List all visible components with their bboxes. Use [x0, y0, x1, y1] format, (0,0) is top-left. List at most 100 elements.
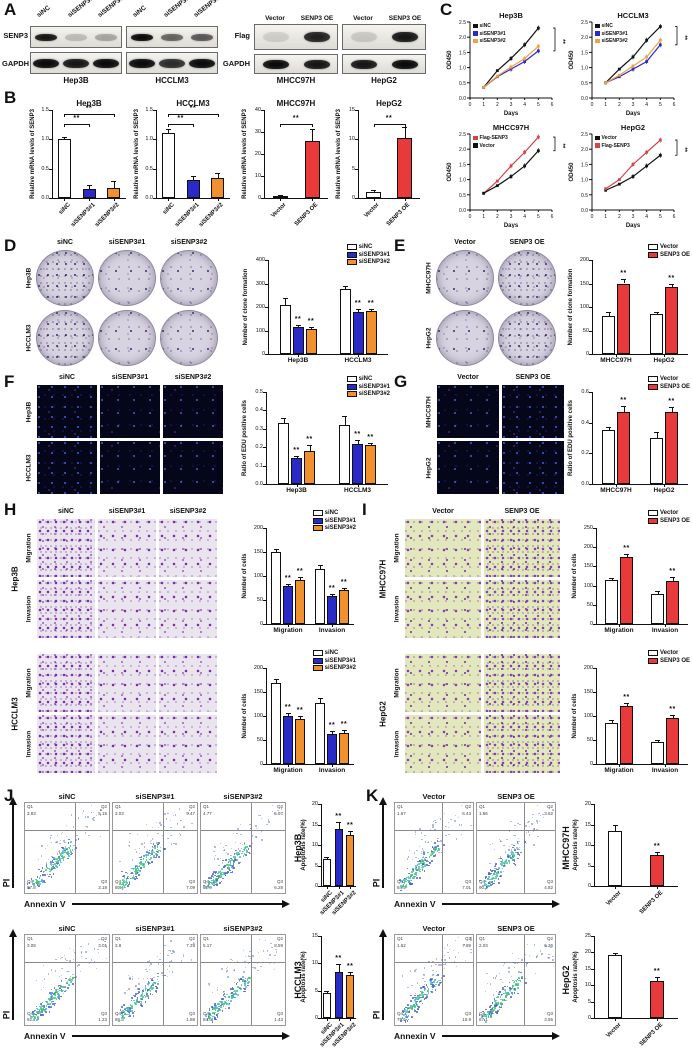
scatter-dot — [87, 816, 89, 818]
scatter-dot — [470, 939, 472, 941]
flow-y-axis-arrow — [382, 936, 384, 1020]
scatter-dot — [249, 955, 251, 958]
pi-axis-label: PI — [1, 1010, 12, 1020]
y-tick-label: 15 — [311, 933, 318, 939]
block-label: HepG2 — [378, 700, 388, 727]
annexin-axis-label: Annexin V — [24, 899, 66, 909]
lane-label: siNC — [35, 4, 52, 19]
scatter-dot — [236, 832, 238, 834]
scatter-dot — [415, 866, 418, 869]
scatter-dot — [439, 981, 442, 984]
scatter-dot — [58, 859, 61, 861]
flow-plot-title: siSENP3#2 — [223, 924, 263, 933]
sig-bracket — [373, 124, 405, 126]
scatter-dot — [439, 979, 441, 982]
scatter-dot — [205, 1015, 207, 1017]
scatter-dot — [436, 850, 439, 852]
scatter-dot — [514, 834, 516, 837]
legend: Flag-SENP3 Vector — [473, 135, 508, 149]
x-tick-label: Invasion — [651, 627, 679, 634]
scatter-dot — [122, 884, 125, 886]
scatter-dot — [513, 858, 516, 861]
scatter-dot — [220, 1003, 223, 1006]
scatter-dot — [423, 998, 426, 1000]
scatter-dot — [65, 848, 67, 850]
scatter-dot — [470, 937, 472, 940]
scatter-dot — [407, 1015, 410, 1017]
legend-label: siSENP3#2 — [601, 38, 628, 44]
scatter-dot — [552, 955, 554, 958]
y-axis — [266, 528, 267, 624]
scatter-dot — [512, 985, 515, 987]
scatter-dot — [137, 871, 140, 874]
scatter-dot — [85, 951, 87, 953]
scatter-dot — [130, 1007, 133, 1010]
scatter-dot — [412, 877, 414, 879]
scatter-dot — [434, 849, 436, 851]
scatter-dot — [148, 988, 151, 990]
scatter-dot — [247, 848, 250, 850]
scatter-dot — [222, 877, 224, 880]
scatter-dot — [406, 1011, 408, 1014]
legend-item: siSENP3#1 — [595, 31, 628, 37]
scatter-dot — [233, 867, 235, 869]
scatter-dot — [547, 956, 549, 958]
scatter-dot — [421, 838, 423, 841]
scatter-dot — [232, 832, 235, 835]
scatter-dot — [218, 865, 220, 867]
scatter-dot — [65, 835, 68, 838]
bar — [651, 594, 664, 624]
scatter-dot — [410, 875, 412, 878]
legend-label: Vector — [479, 142, 495, 149]
scatter-dot — [64, 990, 66, 993]
scatter-dot — [435, 963, 437, 966]
chart-text: 1.5 — [459, 50, 466, 56]
scatter-dot — [426, 994, 428, 996]
scatter-dot — [407, 1018, 410, 1021]
quadrant-label: Q3 6.28 — [274, 878, 283, 891]
scatter-dot — [511, 843, 513, 845]
scatter-dot — [535, 956, 538, 958]
scatter-dot — [419, 860, 421, 862]
x-axis — [592, 484, 688, 485]
x-tick — [280, 198, 281, 201]
y-tick-label: 250 — [583, 525, 593, 531]
flow-x-axis-arrow — [442, 903, 552, 905]
scatter-dot — [431, 982, 434, 985]
scatter-dot — [236, 961, 239, 963]
image-tile — [404, 714, 482, 774]
scatter-dot — [55, 988, 57, 991]
error-bar — [657, 977, 658, 982]
scatter-dot — [403, 881, 405, 884]
scatter-dot — [33, 1019, 35, 1021]
bar-chart-apoptosis-hepg2: Apoptosis rate(%) 0 5 10 15 20 25 Vector SENP3 O… — [572, 928, 684, 1048]
bar — [665, 287, 678, 354]
scatter-dot — [228, 867, 231, 870]
scatter-dot — [262, 950, 265, 952]
scatter-dot — [273, 968, 276, 971]
scatter-dot — [148, 982, 151, 984]
scatter-dot — [260, 817, 263, 819]
error-bar-cap — [165, 128, 171, 130]
scatter-dot — [261, 830, 263, 832]
quadrant-line-vertical — [163, 803, 165, 893]
scatter-dot — [412, 870, 415, 872]
x-axis — [268, 354, 388, 355]
bar — [161, 133, 175, 198]
scatter-dot — [120, 870, 123, 873]
bar — [292, 326, 304, 354]
legend-item: siSENP3#1 — [346, 251, 390, 258]
scatter-dot — [238, 979, 241, 982]
scatter-dot — [60, 853, 63, 856]
scatter-dot — [127, 974, 130, 977]
scatter-dot — [136, 867, 139, 870]
image-tile — [36, 250, 94, 306]
scatter-dot — [121, 1014, 123, 1017]
blot-lane — [343, 55, 384, 73]
scatter-dot — [50, 988, 53, 991]
panel-H: H siNC siSENP3#1 siSENP3#2 Migration Invasio… — [2, 500, 358, 782]
y-tick-label: 0.0 — [41, 195, 49, 201]
scatter-dot — [511, 851, 513, 854]
scatter-dot — [260, 965, 262, 967]
scatter-dot — [491, 1008, 494, 1011]
